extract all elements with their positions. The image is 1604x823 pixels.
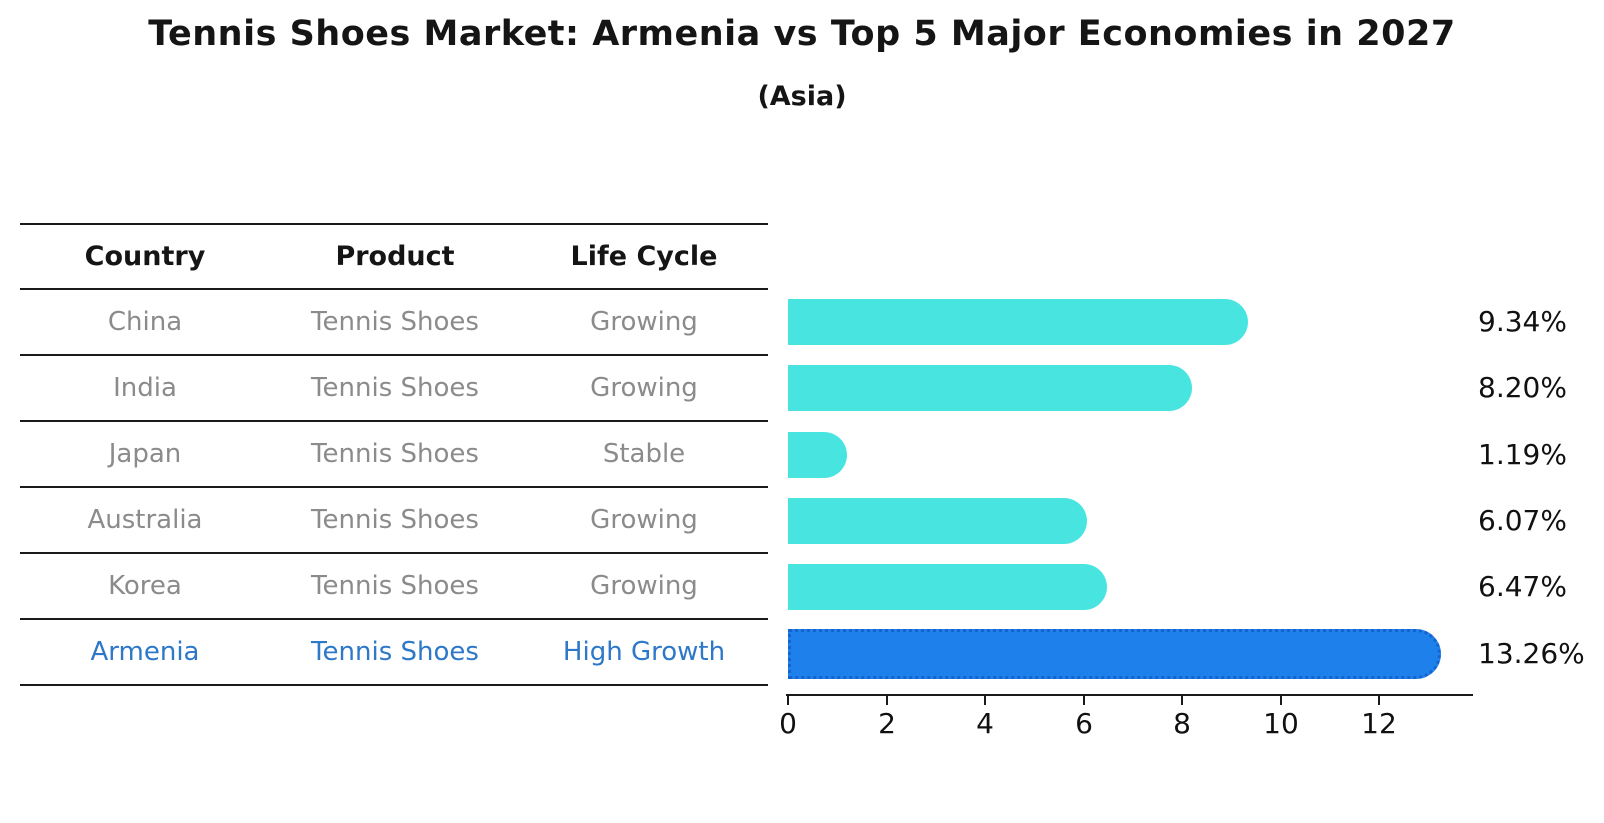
country-table-body: China Tennis Shoes Growing India Tennis Shoe… bbox=[20, 288, 768, 684]
x-tick-10 bbox=[1280, 696, 1282, 705]
country-cell: India bbox=[113, 373, 177, 403]
product-cell: Tennis Shoes bbox=[311, 373, 479, 403]
x-tick-label-2: 2 bbox=[878, 707, 896, 740]
value-label-armenia: 13.26% bbox=[1478, 637, 1585, 670]
value-label-korea: 6.47% bbox=[1478, 570, 1567, 603]
lifecycle-cell: Growing bbox=[590, 505, 698, 535]
x-tick-4 bbox=[984, 696, 986, 705]
x-tick-label-10: 10 bbox=[1263, 707, 1299, 740]
country-cell: Korea bbox=[108, 571, 182, 601]
country-table-header-row: Country Product Life Cycle bbox=[20, 223, 768, 288]
table-row-korea: Korea Tennis Shoes Growing bbox=[20, 552, 768, 618]
country-cell: Japan bbox=[108, 439, 182, 469]
x-tick-0 bbox=[787, 696, 789, 705]
x-tick-8 bbox=[1181, 696, 1183, 705]
x-tick-label-6: 6 bbox=[1075, 707, 1093, 740]
chart-title: Tennis Shoes Market: Armenia vs Top 5 Ma… bbox=[148, 14, 1456, 54]
value-label-china: 9.34% bbox=[1478, 305, 1567, 338]
x-tick-label-8: 8 bbox=[1173, 707, 1191, 740]
x-tick-label-12: 12 bbox=[1361, 707, 1397, 740]
product-cell: Tennis Shoes bbox=[311, 439, 479, 469]
table-row-japan: Japan Tennis Shoes Stable bbox=[20, 420, 768, 486]
value-label-india: 8.20% bbox=[1478, 371, 1567, 404]
value-label-australia: 6.07% bbox=[1478, 504, 1567, 537]
lifecycle-cell: Growing bbox=[590, 373, 698, 403]
x-tick-label-4: 4 bbox=[976, 707, 994, 740]
table-row-india: India Tennis Shoes Growing bbox=[20, 354, 768, 420]
country-table: Country Product Life Cycle China Tennis S… bbox=[20, 223, 768, 686]
country-cell: Armenia bbox=[90, 637, 200, 667]
x-axis-line bbox=[786, 694, 1473, 696]
bar-australia bbox=[788, 498, 1087, 544]
product-cell: Tennis Shoes bbox=[311, 637, 479, 667]
country-cell: China bbox=[107, 307, 183, 337]
bar-china bbox=[788, 299, 1248, 345]
x-tick-6 bbox=[1083, 696, 1085, 705]
table-row-australia: Australia Tennis Shoes Growing bbox=[20, 486, 768, 552]
country-cell: Australia bbox=[87, 505, 203, 535]
bar-india bbox=[788, 365, 1192, 411]
value-label-japan: 1.19% bbox=[1478, 438, 1567, 471]
column-header-product: Product bbox=[335, 241, 455, 272]
column-header-country: Country bbox=[84, 241, 206, 272]
bar-korea bbox=[788, 564, 1107, 610]
lifecycle-cell: Stable bbox=[602, 439, 686, 469]
table-row-armenia: Armenia Tennis Shoes High Growth bbox=[20, 618, 768, 684]
lifecycle-cell: Growing bbox=[590, 571, 698, 601]
lifecycle-cell: Growing bbox=[590, 307, 698, 337]
lifecycle-cell: High Growth bbox=[562, 637, 726, 667]
table-row-china: China Tennis Shoes Growing bbox=[20, 288, 768, 354]
column-header-lifecycle: Life Cycle bbox=[570, 241, 718, 272]
product-cell: Tennis Shoes bbox=[311, 571, 479, 601]
product-cell: Tennis Shoes bbox=[311, 307, 479, 337]
x-tick-2 bbox=[886, 696, 888, 705]
x-tick-12 bbox=[1378, 696, 1380, 705]
chart-subtitle: (Asia) bbox=[757, 81, 847, 112]
bar-armenia bbox=[788, 629, 1441, 679]
product-cell: Tennis Shoes bbox=[311, 505, 479, 535]
bar-japan bbox=[788, 432, 847, 478]
x-tick-label-0: 0 bbox=[779, 707, 797, 740]
